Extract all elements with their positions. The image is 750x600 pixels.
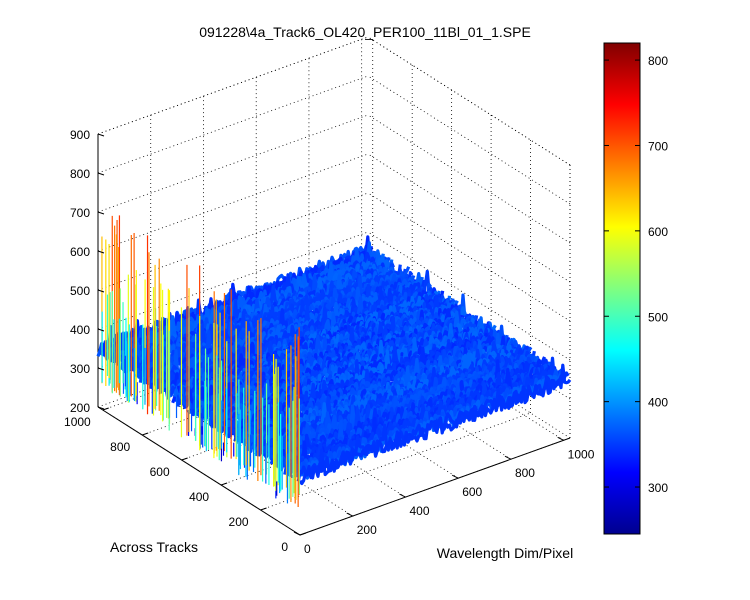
y-tick-label: 1000 <box>64 415 91 429</box>
z-tick-labels: 200 300 400 500 600 700 800 900 <box>70 128 105 415</box>
x-tick-label: 600 <box>462 485 482 499</box>
x-tick <box>399 493 406 498</box>
z-tick <box>97 367 105 371</box>
y-tick <box>181 457 188 461</box>
colorbar: 300 400 500 600 700 800 <box>603 42 668 535</box>
y-axis-label: Across Tracks <box>110 539 198 555</box>
grid-line <box>367 75 571 205</box>
x-tick <box>451 474 459 479</box>
x-axis-label: Wavelength Dim/Pixel <box>437 545 573 561</box>
y-tick-label: 400 <box>189 490 209 504</box>
x-tick-labels: 0 200 400 600 800 1000 <box>293 436 595 556</box>
y-tick <box>102 407 109 411</box>
z-tick-label: 500 <box>70 284 90 298</box>
y-tick-labels: 0 200 400 600 800 1000 <box>64 407 307 554</box>
y-tick-label: 800 <box>110 440 130 454</box>
z-tick <box>97 133 105 137</box>
grid-line <box>97 153 369 252</box>
z-tick <box>97 289 105 293</box>
colorbar-tick-label: 600 <box>648 225 668 239</box>
colorbar-tick-label: 300 <box>648 481 668 495</box>
edge-peaks <box>101 215 300 507</box>
colorbar-gradient <box>603 42 641 535</box>
x-tick-label: 200 <box>357 523 377 537</box>
x-tick <box>557 436 564 441</box>
grid-line <box>97 75 369 174</box>
y-tick <box>220 482 228 486</box>
y-tick-label: 200 <box>229 515 249 529</box>
z-tick-label: 300 <box>70 362 90 376</box>
z-tick-label: 400 <box>70 323 90 337</box>
x-tick-label: 1000 <box>568 447 595 461</box>
axis-lines <box>97 134 571 536</box>
y-tick <box>260 507 267 511</box>
colorbar-tick-label: 500 <box>648 310 668 324</box>
x-tick-label: 800 <box>515 466 535 480</box>
z-tick-label: 600 <box>70 245 90 259</box>
y-tick-label: 0 <box>281 540 288 554</box>
x-tick-label: 0 <box>304 542 311 556</box>
surface-ridge <box>266 355 540 458</box>
y-axis-line <box>97 406 301 536</box>
x-tick-label: 400 <box>409 504 429 518</box>
y-tick <box>299 532 307 536</box>
z-tick <box>97 172 105 176</box>
y-tick <box>142 432 149 436</box>
z-tick-label: 700 <box>70 206 90 220</box>
grid-line <box>367 114 571 244</box>
grid-line <box>97 114 369 213</box>
z-tick-label: 800 <box>70 167 90 181</box>
z-tick-label: 900 <box>70 128 90 142</box>
z-tick <box>97 211 105 215</box>
z-tick-label: 200 <box>70 401 90 415</box>
colorbar-ticks: 300 400 500 600 700 800 <box>604 54 668 495</box>
colorbar-tick-label: 700 <box>648 139 668 153</box>
grid-line <box>97 36 369 135</box>
y-tick-label: 600 <box>150 465 170 479</box>
grid-line <box>97 36 369 135</box>
x-axis-line <box>299 437 571 536</box>
x-tick <box>346 512 353 517</box>
colorbar-tick-label: 400 <box>648 396 668 410</box>
z-tick <box>97 406 105 410</box>
x-tick <box>293 531 301 536</box>
colorbar-tick-label: 800 <box>648 54 668 68</box>
surface-ridge <box>298 363 572 486</box>
plot-box: 200 300 400 500 600 700 800 900 0 200 400 600 800 10… <box>64 36 595 556</box>
z-tick <box>97 328 105 332</box>
grid-line <box>367 153 571 283</box>
x-tick <box>504 455 512 460</box>
chart-title: 091228\4a_Track6_OL420_PER100_11Bl_01_1.… <box>199 24 531 40</box>
z-tick <box>97 250 105 254</box>
grid-line <box>367 36 571 166</box>
grid-line <box>367 36 571 166</box>
